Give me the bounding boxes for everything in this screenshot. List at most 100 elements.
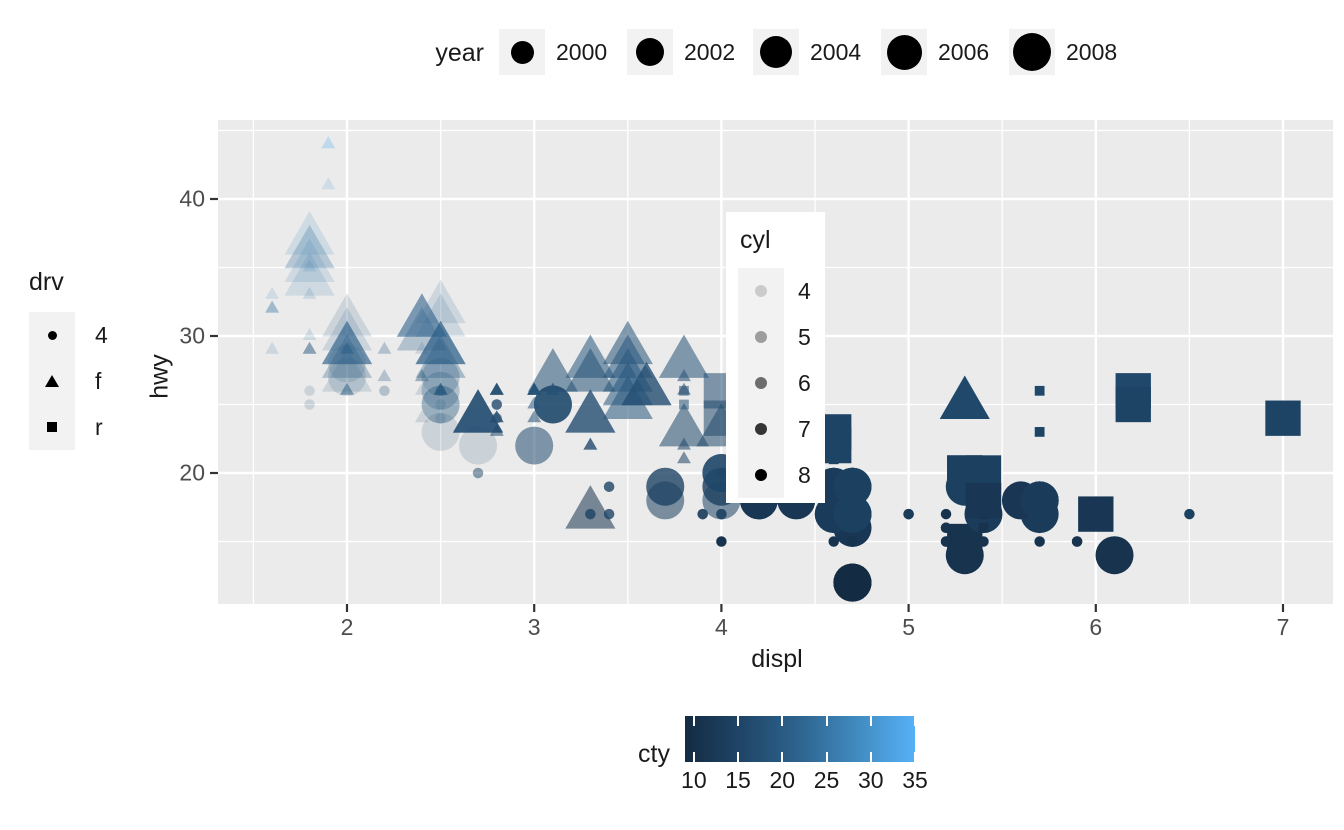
data-point — [396, 293, 447, 337]
data-point — [565, 485, 616, 529]
data-point — [602, 334, 653, 378]
data-point — [415, 293, 466, 337]
colorbar-tick-mark — [692, 752, 695, 762]
data-point — [415, 320, 466, 365]
data-point — [621, 361, 672, 406]
data-point — [414, 341, 429, 354]
colorbar-tick-mark — [914, 716, 916, 726]
data-point — [302, 327, 317, 341]
cyl-legend-label: 5 — [798, 323, 811, 350]
year-legend-key — [499, 29, 545, 75]
data-point — [265, 286, 280, 299]
cyl-legend-key — [738, 360, 784, 406]
colorbar-tick-mark — [737, 752, 740, 762]
data-point — [515, 426, 554, 465]
data-point — [415, 320, 466, 365]
data-point — [833, 563, 872, 602]
data-point — [527, 396, 542, 409]
data-point — [321, 136, 336, 149]
cyl-legend-key — [738, 268, 784, 314]
data-point — [321, 320, 373, 365]
data-point — [302, 341, 317, 354]
cyl-legend-key — [738, 314, 784, 360]
data-point — [585, 508, 596, 520]
data-point — [421, 358, 460, 397]
data-point — [697, 508, 708, 520]
data-point — [940, 508, 952, 520]
colorbar-tick-mark — [781, 716, 784, 726]
cyl-legend-label: 7 — [798, 415, 811, 442]
data-point — [321, 320, 373, 365]
data-point — [321, 136, 336, 149]
year-size-circle-icon — [510, 40, 534, 64]
data-point — [396, 293, 447, 337]
data-point — [433, 382, 448, 395]
data-point — [321, 348, 373, 392]
data-point — [321, 177, 336, 190]
colorbar-tick-mark — [737, 716, 740, 726]
data-point — [940, 522, 952, 534]
y-tick-label: 30 — [179, 322, 205, 349]
data-point — [377, 341, 392, 354]
data-point — [340, 382, 354, 395]
data-point — [472, 467, 484, 479]
drv-legend-label: f — [95, 367, 102, 394]
data-point — [284, 238, 335, 282]
colorbar-tick-mark — [825, 752, 828, 762]
data-point — [414, 382, 429, 395]
colorbar-tick-mark — [825, 716, 828, 726]
data-point — [1265, 400, 1301, 436]
data-point — [377, 341, 392, 354]
data-point — [833, 495, 872, 534]
data-point — [379, 385, 390, 397]
data-point — [978, 522, 989, 533]
data-point — [421, 371, 460, 410]
data-point — [435, 412, 446, 424]
data-point — [421, 412, 460, 451]
data-point — [415, 334, 466, 378]
data-point — [265, 341, 280, 354]
cyl-alpha-circle-icon — [755, 469, 767, 481]
colorbar-tick-mark — [914, 752, 916, 762]
data-point — [658, 402, 710, 447]
year-legend-label: 2008 — [1066, 38, 1118, 65]
y-tick-label: 20 — [179, 459, 205, 486]
data-point — [527, 410, 542, 423]
colorbar-tick-label: 35 — [902, 767, 928, 793]
data-point — [340, 382, 354, 395]
x-tick-label: 4 — [714, 614, 728, 640]
data-point — [603, 508, 615, 520]
colorbar-tick-mark — [869, 716, 872, 726]
data-point — [321, 293, 373, 337]
data-point — [472, 467, 484, 479]
cyl-legend-label: 8 — [798, 461, 811, 488]
data-point — [472, 467, 484, 479]
data-point — [1071, 536, 1083, 547]
colorbar-tick-label: 25 — [813, 767, 840, 793]
cyl-legend-key — [738, 406, 784, 452]
data-point — [414, 410, 429, 423]
data-point — [421, 371, 460, 410]
x-tick-label: 2 — [340, 614, 354, 640]
data-point — [459, 426, 498, 465]
data-point — [527, 348, 578, 392]
data-point — [489, 423, 504, 436]
colorbar-tick-mark — [869, 752, 872, 762]
data-point — [1034, 385, 1045, 396]
data-point — [533, 385, 572, 424]
data-point — [583, 437, 598, 450]
data-point — [828, 536, 839, 547]
data-point — [677, 451, 691, 464]
data-point — [679, 399, 689, 410]
cyl-alpha-circle-icon — [755, 331, 767, 343]
data-point — [340, 341, 354, 354]
x-axis-title: displ — [751, 645, 803, 673]
data-point — [321, 320, 373, 365]
year-legend-label: 2002 — [684, 38, 736, 65]
year-size-circle-icon — [886, 34, 922, 70]
data-point — [302, 341, 317, 354]
year-legend-label: 2004 — [810, 38, 862, 65]
data-point — [328, 344, 366, 383]
colorbar-tick-label: 15 — [725, 767, 751, 793]
drv-legend-label: 4 — [95, 321, 108, 348]
